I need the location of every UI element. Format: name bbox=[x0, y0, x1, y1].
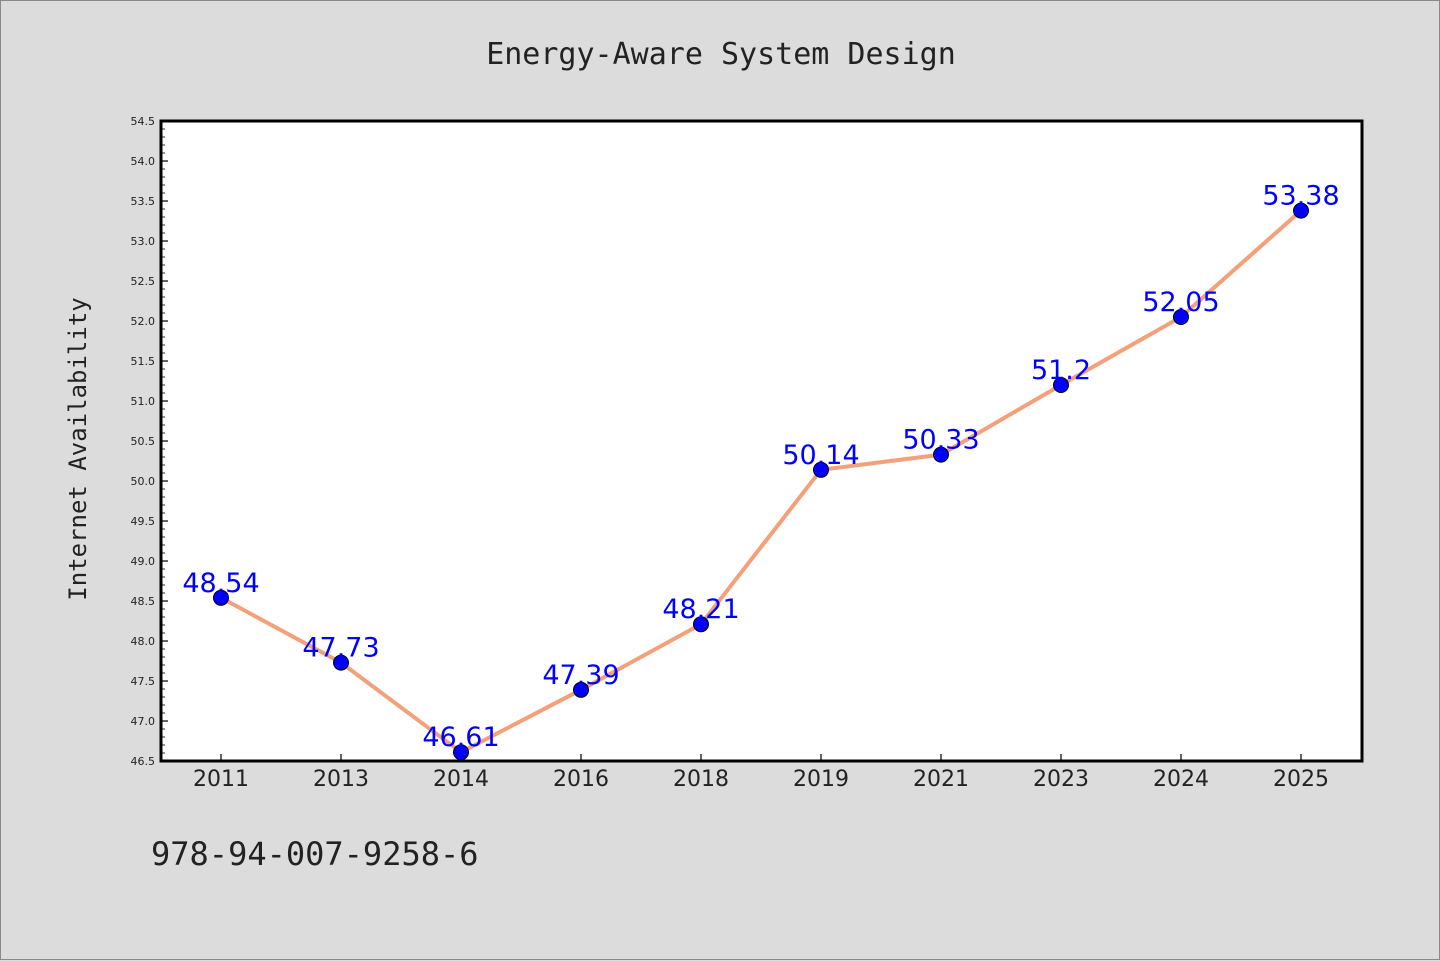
series-layer bbox=[213, 202, 1309, 761]
x-tick-label: 2011 bbox=[193, 767, 249, 792]
y-tick-label: 51.0 bbox=[131, 395, 156, 408]
data-point bbox=[453, 744, 469, 761]
x-tick-label: 2025 bbox=[1273, 767, 1329, 792]
y-tick-label: 53.0 bbox=[131, 235, 156, 248]
data-label: 52.05 bbox=[1142, 287, 1219, 318]
data-label: 48.54 bbox=[182, 568, 259, 599]
y-tick-label: 54.5 bbox=[131, 115, 156, 128]
isbn-text: 978-94-007-9258-6 bbox=[151, 835, 479, 873]
x-tick-label: 2019 bbox=[793, 767, 849, 792]
data-label: 48.21 bbox=[662, 594, 739, 625]
y-tick-label: 49.0 bbox=[131, 555, 156, 568]
data-point bbox=[933, 446, 949, 463]
y-tick-label: 47.0 bbox=[131, 715, 156, 728]
x-tick-label: 2021 bbox=[913, 767, 969, 792]
y-tick-label: 48.0 bbox=[131, 635, 156, 648]
data-label: 50.14 bbox=[782, 440, 859, 471]
x-tick-label: 2023 bbox=[1033, 767, 1089, 792]
y-axis-ticks: 46.5 47.0 47.5 48.0 48.5 49.0 49.5 50.0 50.5 51.0… bbox=[131, 115, 168, 768]
x-tick-label: 2024 bbox=[1153, 767, 1209, 792]
x-tick-label: 2013 bbox=[313, 767, 369, 792]
data-label: 51.2 bbox=[1031, 355, 1091, 386]
x-tick-label: 2014 bbox=[433, 767, 489, 792]
data-point bbox=[1293, 202, 1309, 219]
y-tick-label: 52.0 bbox=[131, 315, 156, 328]
data-point bbox=[1173, 309, 1189, 325]
data-label: 53.38 bbox=[1262, 181, 1339, 212]
x-tick-label: 2018 bbox=[673, 767, 729, 792]
series-line bbox=[220, 209, 1303, 755]
y-tick-label: 51.5 bbox=[131, 355, 156, 368]
data-point bbox=[213, 589, 229, 606]
y-tick-label: 52.5 bbox=[131, 275, 156, 288]
chart-title: Energy-Aware System Design bbox=[486, 37, 956, 72]
y-tick-label: 49.5 bbox=[131, 515, 156, 528]
data-label: 47.73 bbox=[302, 633, 379, 664]
y-tick-label: 50.5 bbox=[131, 435, 156, 448]
data-point bbox=[1053, 377, 1069, 393]
data-label: 50.33 bbox=[902, 425, 979, 456]
y-tick-label: 54.0 bbox=[131, 155, 156, 168]
data-point bbox=[693, 616, 709, 633]
data-label: 47.39 bbox=[542, 660, 619, 691]
y-tick-label: 53.5 bbox=[131, 195, 156, 208]
plot-area bbox=[159, 119, 1364, 763]
y-tick-label: 46.5 bbox=[131, 755, 156, 768]
y-tick-label: 48.5 bbox=[131, 595, 156, 608]
x-tick-label: 2016 bbox=[553, 767, 609, 792]
y-axis-label: Internet Availability bbox=[64, 297, 92, 600]
y-tick-label: 50.0 bbox=[131, 475, 156, 488]
data-point bbox=[573, 681, 589, 698]
data-point bbox=[813, 461, 829, 478]
data-point bbox=[333, 654, 349, 671]
data-label: 46.61 bbox=[422, 722, 499, 753]
data-labels: 48.54 47.73 46.61 47.39 48.21 50.14 50.33 51.2 5… bbox=[182, 181, 1339, 754]
y-tick-label: 47.5 bbox=[131, 675, 156, 688]
